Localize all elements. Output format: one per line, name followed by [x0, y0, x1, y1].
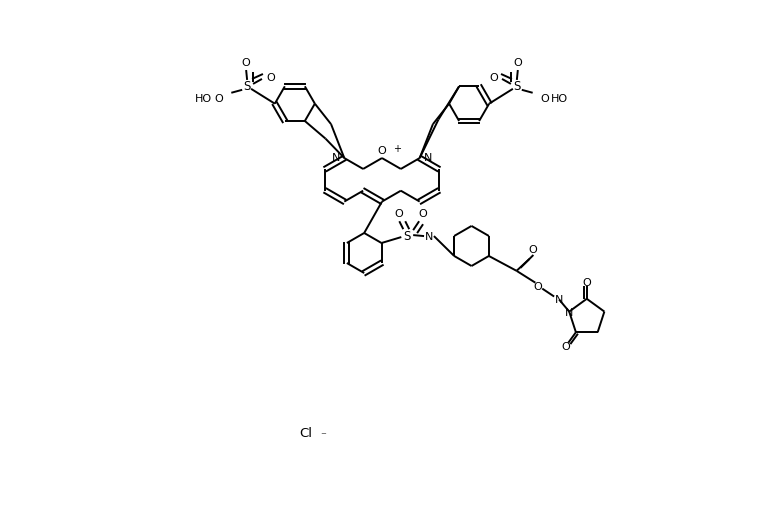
Text: HO: HO [194, 94, 212, 103]
Text: O: O [533, 281, 542, 291]
Text: O: O [514, 58, 522, 68]
Text: O: O [266, 73, 275, 83]
Text: +: + [393, 144, 401, 154]
Text: N: N [565, 307, 573, 317]
Text: ⁻: ⁻ [320, 430, 326, 440]
Text: N: N [332, 153, 340, 163]
Text: O: O [394, 209, 403, 219]
Text: O: O [215, 94, 224, 103]
Text: O: O [562, 341, 571, 351]
Text: O: O [377, 146, 387, 156]
Text: S: S [403, 229, 411, 242]
Text: HO: HO [550, 94, 568, 103]
Text: O: O [489, 73, 498, 83]
Text: O: O [540, 94, 549, 103]
Text: O: O [582, 277, 591, 288]
Text: S: S [513, 80, 521, 93]
Text: N: N [424, 153, 432, 163]
Text: O: O [419, 209, 428, 219]
Text: O: O [528, 244, 537, 254]
Text: S: S [244, 80, 251, 93]
Text: N: N [425, 232, 433, 242]
Text: Cl: Cl [299, 426, 312, 439]
Text: N: N [555, 295, 563, 305]
Text: O: O [242, 58, 250, 68]
